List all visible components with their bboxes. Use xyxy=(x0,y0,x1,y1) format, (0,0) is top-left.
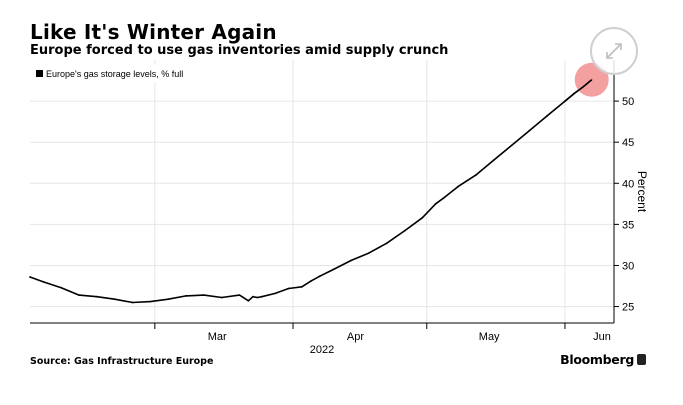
y-tick-label: 40 xyxy=(622,178,634,190)
grid-lines xyxy=(30,60,614,323)
y-tick-label: 45 xyxy=(622,137,634,149)
y-tick-label: 35 xyxy=(622,219,634,231)
data-point xyxy=(131,301,134,304)
data-point xyxy=(367,252,370,255)
brand-logo: Bloomberg xyxy=(560,352,646,367)
data-point xyxy=(274,292,277,295)
expand-arrows-icon xyxy=(606,43,622,59)
data-point xyxy=(203,294,205,296)
data-point xyxy=(510,144,513,147)
data-point xyxy=(256,296,259,299)
data-point xyxy=(78,294,80,296)
data-point xyxy=(167,298,170,301)
y-tick-label: 30 xyxy=(622,260,634,272)
series-line-tail xyxy=(564,79,593,102)
data-point xyxy=(96,295,98,298)
data-point xyxy=(434,202,437,205)
axes: 25 30 35 40 45 50 Mar Apr May Jun 2022 Percent xyxy=(30,60,649,356)
x-tick-label: Apr xyxy=(347,331,364,343)
y-axis-title: Percent xyxy=(635,171,649,213)
legend-label: Europe's gas storage levels, % full xyxy=(46,69,183,79)
series-layer xyxy=(29,78,593,304)
data-point xyxy=(60,286,63,289)
chart-subtitle: Europe forced to use gas inventories ami… xyxy=(30,43,449,58)
data-point xyxy=(546,115,548,117)
data-point xyxy=(287,287,290,290)
expand-chart-button[interactable] xyxy=(590,27,638,75)
x-tick-label: Mar xyxy=(208,331,227,343)
data-point xyxy=(42,281,45,283)
data-point xyxy=(301,285,303,288)
data-point xyxy=(528,129,531,132)
brand-name: Bloomberg xyxy=(560,352,634,367)
data-point xyxy=(220,296,223,299)
brand-mark-icon xyxy=(637,354,646,365)
data-point xyxy=(492,159,495,162)
x-tick-label: May xyxy=(479,331,500,343)
data-point xyxy=(403,230,406,232)
data-point xyxy=(260,295,263,298)
data-point xyxy=(385,242,388,245)
data-point xyxy=(457,185,459,188)
data-point xyxy=(318,275,321,278)
chart-title: Like It's Winter Again xyxy=(30,20,277,44)
data-point xyxy=(332,268,334,271)
data-point xyxy=(247,299,250,302)
legend: Europe's gas storage levels, % full xyxy=(32,65,195,82)
data-point xyxy=(310,280,312,282)
series-line xyxy=(29,79,593,304)
data-point xyxy=(350,259,352,262)
data-point xyxy=(149,300,152,303)
data-point xyxy=(421,216,424,219)
data-point xyxy=(29,276,31,278)
legend-background xyxy=(32,65,195,82)
source-note: Source: Gas Infrastructure Europe xyxy=(30,356,214,367)
x-year-label: 2022 xyxy=(310,344,334,356)
y-tick-label: 25 xyxy=(622,302,634,314)
data-point xyxy=(238,294,241,296)
y-tick-label: 50 xyxy=(622,96,634,108)
x-tick-label: Jun xyxy=(593,331,611,343)
data-point xyxy=(443,196,446,199)
data-point xyxy=(185,295,187,297)
data-point xyxy=(113,298,116,301)
data-point xyxy=(474,174,477,177)
data-point xyxy=(252,295,254,298)
legend-swatch xyxy=(36,70,43,77)
